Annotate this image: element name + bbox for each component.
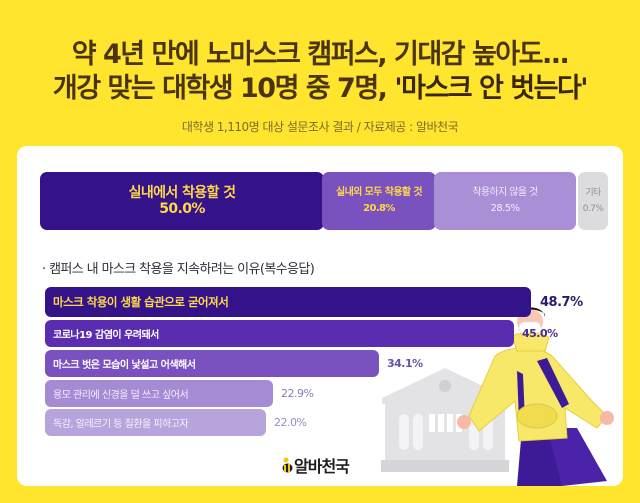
segment-label: 실내외 모두 착용할 것 bbox=[335, 187, 423, 198]
bee-icon bbox=[282, 457, 293, 473]
bar: 용모 관리에 신경을 덜 쓰고 싶어서 bbox=[45, 380, 273, 407]
segment-value: 50.0% bbox=[159, 201, 205, 217]
bar-value: 22.0% bbox=[274, 416, 307, 429]
infographic-card: 실내에서 착용할 것 50.0% 실내외 모두 착용할 것 20.8% 착용하지… bbox=[17, 146, 623, 486]
segment-value: 20.8% bbox=[363, 203, 395, 214]
segment-value: 28.5% bbox=[490, 203, 520, 214]
segment-value: 0.7% bbox=[582, 204, 604, 214]
logo-text: 알바천국 bbox=[294, 457, 350, 476]
segment-not-wear: 착용하지 않을 것 28.5% bbox=[434, 172, 576, 230]
headline-line-2: 개강 맞는 대학생 10명 중 7명, '마스크 안 벗는다' bbox=[0, 72, 640, 106]
segment-label: 실내에서 착용할 것 bbox=[128, 185, 236, 201]
subtitle: 대학생 1,110명 대상 설문조사 결과 / 자료제공 : 알바천국 bbox=[181, 120, 459, 134]
bar-value: 45.0% bbox=[522, 327, 558, 340]
bar-value: 22.9% bbox=[281, 387, 314, 400]
bar-value: 48.7% bbox=[540, 294, 583, 310]
headline-line-1: 약 4년 만에 노마스크 캠퍼스, 기대감 높아도... bbox=[71, 39, 570, 70]
bar: 코로나19 감염이 우려돼서 bbox=[45, 320, 514, 347]
segment-indoor-outdoor: 실내외 모두 착용할 것 20.8% bbox=[322, 172, 436, 230]
segment-label: 착용하지 않을 것 bbox=[472, 187, 538, 198]
headline: 약 4년 만에 노마스크 캠퍼스, 기대감 높아도... 개강 맞는 대학생 1… bbox=[0, 38, 640, 106]
segment-label: 기타 bbox=[585, 188, 601, 198]
stacked-bar-chart: 실내에서 착용할 것 50.0% 실내외 모두 착용할 것 20.8% 착용하지… bbox=[40, 172, 613, 230]
segment-other: 기타 0.7% bbox=[578, 172, 608, 230]
bar: 독감, 알레르기 등 질환을 피하고자 bbox=[45, 409, 266, 436]
segment-indoor: 실내에서 착용할 것 50.0% bbox=[40, 172, 324, 230]
reasons-chart-title: · 캠퍼스 내 마스크 착용을 지속하려는 이유(복수응답) bbox=[42, 262, 315, 277]
campus-building-icon bbox=[381, 368, 509, 472]
bar: 마스크 벗은 모습이 낯설고 어색해서 bbox=[45, 350, 379, 377]
headline-line-2-prefix: 개강 맞는 대학생 10명 중 7명, bbox=[52, 73, 395, 104]
albacheonguk-logo: 알바천국 bbox=[282, 453, 350, 477]
bar: 마스크 착용이 생활 습관으로 굳어져서 bbox=[45, 287, 531, 317]
headline-emphasis: '마스크 안 벗는다' bbox=[394, 73, 588, 104]
bar-value: 34.1% bbox=[387, 357, 423, 370]
